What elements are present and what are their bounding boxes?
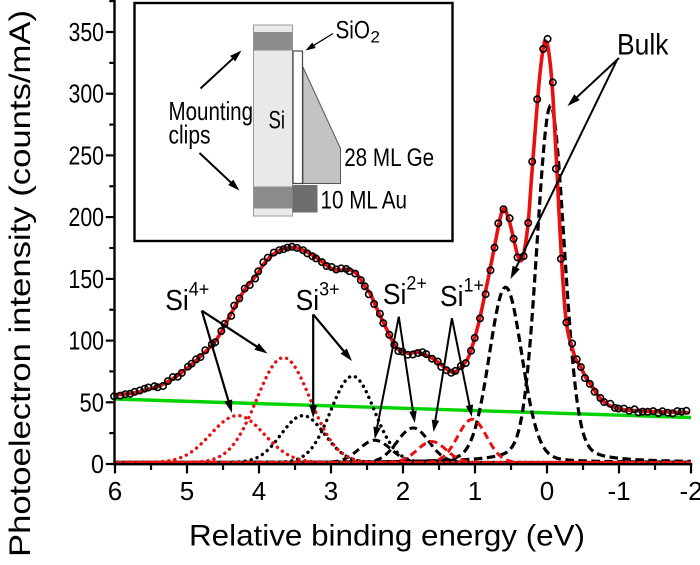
svg-text:Si: Si xyxy=(269,107,286,135)
svg-text:Si: Si xyxy=(383,279,407,311)
svg-text:Relative binding energy (eV): Relative binding energy (eV) xyxy=(189,520,585,553)
svg-text:3+: 3+ xyxy=(319,280,340,301)
svg-text:100: 100 xyxy=(69,326,105,356)
svg-text:2+: 2+ xyxy=(406,274,427,295)
svg-text:300: 300 xyxy=(69,79,105,109)
svg-text:4+: 4+ xyxy=(189,280,210,301)
svg-text:4: 4 xyxy=(252,476,266,506)
svg-text:50: 50 xyxy=(80,387,105,417)
svg-text:clips: clips xyxy=(169,120,211,150)
svg-text:-2: -2 xyxy=(679,476,700,506)
svg-text:0: 0 xyxy=(540,476,554,506)
svg-text:Si: Si xyxy=(296,285,320,317)
svg-text:3: 3 xyxy=(324,476,338,506)
svg-text:5: 5 xyxy=(180,476,194,506)
svg-text:2: 2 xyxy=(396,476,410,506)
svg-text:350: 350 xyxy=(69,17,105,47)
svg-text:28 ML Ge: 28 ML Ge xyxy=(344,144,434,172)
svg-text:2: 2 xyxy=(371,28,380,47)
svg-text:Si: Si xyxy=(165,285,189,317)
svg-text:150: 150 xyxy=(69,264,105,294)
svg-text:1+: 1+ xyxy=(464,276,485,297)
svg-text:Mounting: Mounting xyxy=(169,96,254,126)
svg-text:0: 0 xyxy=(91,449,104,479)
svg-text:250: 250 xyxy=(69,140,105,170)
svg-text:SiO: SiO xyxy=(336,17,371,45)
svg-text:200: 200 xyxy=(69,202,105,232)
svg-text:Photoelectron intensity (count: Photoelectron intensity (counts/mA) xyxy=(4,10,37,557)
svg-text:Bulk: Bulk xyxy=(617,29,669,62)
svg-text:1: 1 xyxy=(468,476,482,506)
svg-text:-1: -1 xyxy=(607,476,630,506)
svg-text:6: 6 xyxy=(108,476,122,506)
svg-text:10 ML Au: 10 ML Au xyxy=(321,187,408,215)
svg-text:Si: Si xyxy=(440,281,464,313)
